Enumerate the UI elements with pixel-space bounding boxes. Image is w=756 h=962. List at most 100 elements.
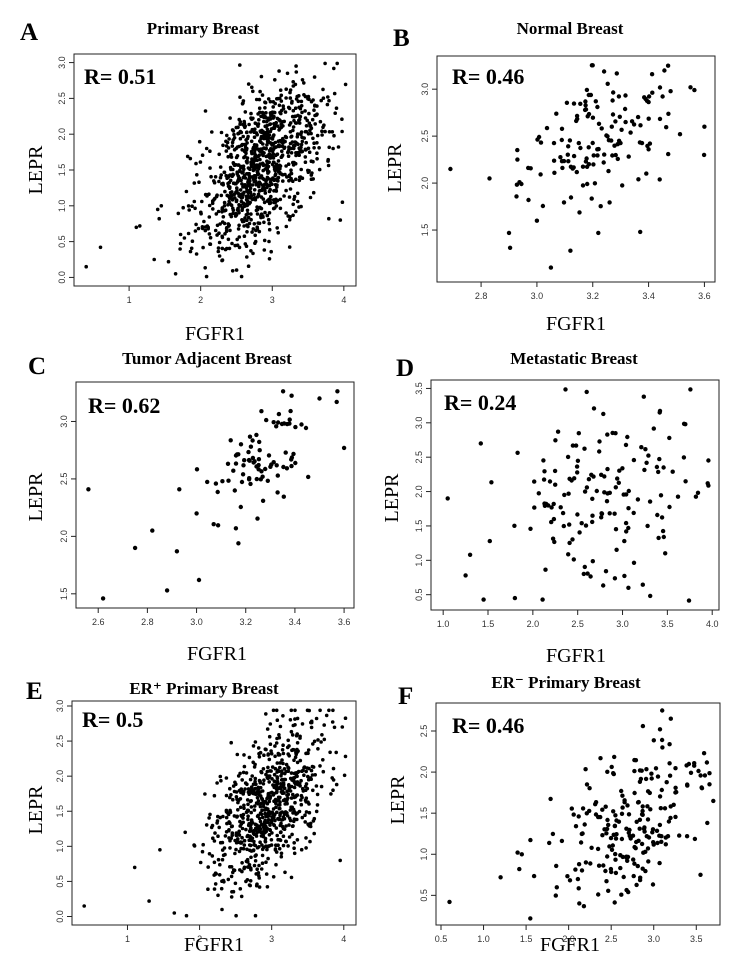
panel-d-point xyxy=(575,458,581,463)
panel-a-point xyxy=(230,128,235,132)
panel-e-point xyxy=(192,843,196,847)
panel-d-point xyxy=(667,504,672,510)
panel-e-points xyxy=(82,708,348,918)
panel-a-point xyxy=(340,117,344,121)
panel-d-point xyxy=(555,429,561,434)
panel-e-point xyxy=(314,784,319,788)
panel-e-point xyxy=(281,751,286,756)
panel-e-point xyxy=(321,758,325,762)
panel-b-ytick-label: 1.5 xyxy=(420,224,430,237)
panel-e-point xyxy=(250,836,255,841)
panel-c-point xyxy=(259,469,264,474)
panel-a-point xyxy=(204,274,209,279)
panel-a-point xyxy=(267,177,272,181)
panel-a-point xyxy=(284,188,288,193)
panel-a-point xyxy=(257,229,262,234)
panel-d-point xyxy=(681,421,687,426)
panel-e-point xyxy=(255,826,260,831)
panel-e-point xyxy=(314,809,319,814)
panel-e-point xyxy=(237,849,242,854)
panel-e-point xyxy=(258,804,263,809)
panel-b-frame xyxy=(436,55,716,283)
panel-a-point xyxy=(250,183,255,187)
panel-a-point xyxy=(297,146,302,150)
panel-a-point xyxy=(249,111,253,116)
panel-f-point xyxy=(554,885,559,890)
panel-a-point xyxy=(254,97,259,102)
panel-e-point xyxy=(287,816,292,821)
panel-e-ytick-label: 0.0 xyxy=(55,910,65,923)
panel-e-point xyxy=(269,820,274,825)
panel-f-x-axis: 0.5 1.0 1.5 2.0 2.5 3.0 3.5 xyxy=(435,925,703,944)
panel-a-point xyxy=(239,164,244,169)
panel-e-point xyxy=(252,842,256,847)
panel-e-point xyxy=(304,810,309,814)
panel-a-point xyxy=(157,216,161,221)
panel-e-xtick-label: 1 xyxy=(125,934,130,944)
panel-b-point xyxy=(515,147,520,153)
panel-e-point xyxy=(280,758,284,762)
panel-b-xtick-label: 2.8 xyxy=(475,291,488,301)
panel-a-point xyxy=(304,140,309,145)
panel-a-r-value: R= 0.51 xyxy=(84,64,156,89)
panel-f-point xyxy=(673,785,678,790)
panel-e-point xyxy=(318,764,322,768)
panel-d-point xyxy=(597,449,602,454)
panel-c-point xyxy=(264,417,269,423)
panel-e-point xyxy=(228,838,232,843)
panel-a-point xyxy=(201,245,205,250)
panel-d-point xyxy=(591,406,597,411)
panel-c-point xyxy=(228,438,233,443)
panel-e-point xyxy=(292,758,296,762)
panel-e-point xyxy=(261,804,266,809)
panel-e-point xyxy=(232,789,237,794)
panel-a-point xyxy=(290,99,294,104)
panel-c-point xyxy=(213,481,219,486)
panel-f-point xyxy=(698,773,703,778)
panel-e-point xyxy=(259,834,264,838)
panel-a-point xyxy=(235,172,239,176)
panel-e-point xyxy=(236,800,240,805)
panel-e-point xyxy=(234,795,239,799)
panel-a-point xyxy=(267,211,272,215)
panel-a-point xyxy=(230,174,234,178)
panel-f-ytick-label: 2.5 xyxy=(419,725,429,738)
panel-c-xtick-label: 2.6 xyxy=(92,617,105,627)
panel-e-point xyxy=(288,808,293,812)
panel-a-point xyxy=(244,197,249,202)
panel-a-point xyxy=(207,215,212,219)
panel-f-xtick-label: 2.0 xyxy=(562,934,575,944)
panel-f-point xyxy=(628,836,633,841)
panel-a-point xyxy=(192,181,197,185)
panel-e-point xyxy=(284,824,288,828)
panel-a-point xyxy=(323,129,327,134)
panel-e-point xyxy=(286,792,291,797)
panel-f-point xyxy=(648,807,653,812)
panel-f-point xyxy=(631,873,636,879)
panel-f-point xyxy=(605,769,610,774)
panel-a-point xyxy=(308,123,313,128)
panel-b-point xyxy=(617,114,622,120)
panel-b-point xyxy=(487,176,492,181)
panel-f-point xyxy=(604,826,610,832)
panel-e-point xyxy=(277,846,282,851)
panel-f-point xyxy=(634,882,639,888)
panel-a-point xyxy=(276,139,281,143)
panel-a-point xyxy=(235,154,240,158)
panel-e-point xyxy=(289,875,294,880)
panel-e-point xyxy=(267,833,272,837)
panel-e-point xyxy=(330,776,335,780)
panel-b-point xyxy=(571,153,577,159)
panel-a-point xyxy=(228,165,233,170)
panel-c-point xyxy=(220,479,225,484)
panel-e-point xyxy=(255,867,259,871)
panel-d-point xyxy=(551,516,557,522)
panel-e-point xyxy=(288,776,293,781)
panel-e-point xyxy=(307,708,312,713)
panel-e-point xyxy=(239,787,244,791)
panel-a-point xyxy=(242,121,247,126)
panel-f-point xyxy=(620,805,625,810)
panel-e-point xyxy=(215,821,219,825)
panel-a-point xyxy=(247,188,251,193)
panel-a-point xyxy=(268,187,273,192)
